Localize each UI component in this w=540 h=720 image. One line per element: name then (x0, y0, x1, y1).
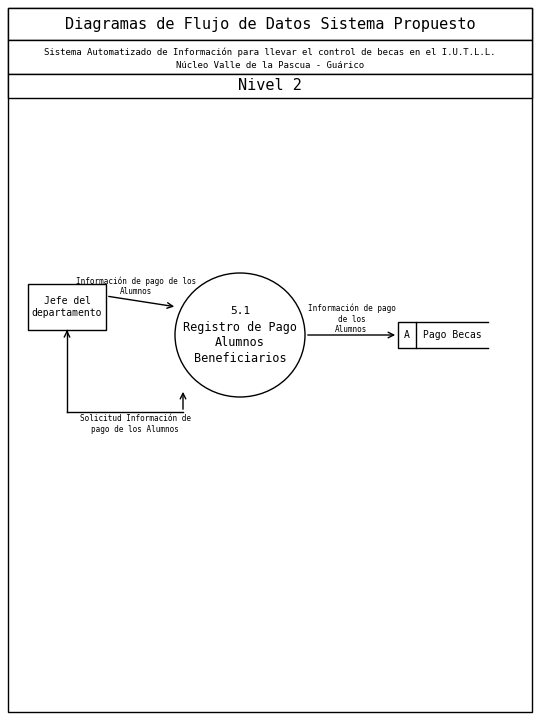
Bar (8, 74, 532, 98)
Text: Núcleo Valle de la Pascua - Guárico: Núcleo Valle de la Pascua - Guárico (176, 60, 364, 70)
Text: Jefe del
departamento: Jefe del departamento (32, 296, 102, 318)
Text: Información de pago
de los
Alumnos: Información de pago de los Alumnos (308, 304, 395, 334)
Bar (8, 8, 532, 40)
Text: A: A (404, 330, 410, 340)
Bar (8, 40, 532, 74)
Text: 5.1: 5.1 (230, 306, 250, 316)
Ellipse shape (175, 273, 305, 397)
Text: Pago Becas: Pago Becas (423, 330, 481, 340)
Text: Nivel 2: Nivel 2 (238, 78, 302, 94)
Text: Diagramas de Flujo de Datos Sistema Propuesto: Diagramas de Flujo de Datos Sistema Prop… (65, 17, 475, 32)
Bar (28, 284, 106, 330)
Text: Información de pago de los
Alumnos: Información de pago de los Alumnos (76, 276, 197, 296)
Text: Solicitud Información de
pago de los Alumnos: Solicitud Información de pago de los Alu… (79, 414, 191, 433)
Bar (398, 322, 416, 348)
Text: Registro de Pago
Alumnos
Beneficiarios: Registro de Pago Alumnos Beneficiarios (183, 322, 297, 364)
Text: Sistema Automatizado de Información para llevar el control de becas en el I.U.T.: Sistema Automatizado de Información para… (44, 48, 496, 57)
